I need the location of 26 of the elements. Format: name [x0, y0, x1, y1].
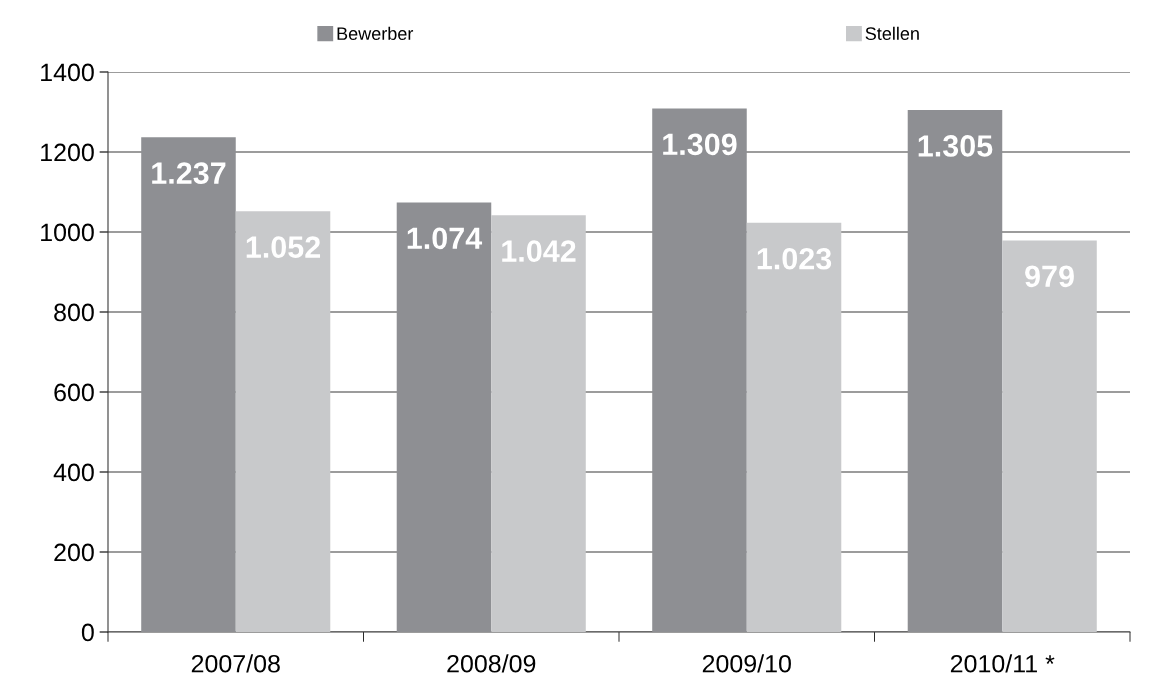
- bar: [396, 202, 492, 632]
- y-tick-label: 0: [81, 623, 94, 642]
- bar: [1002, 240, 1097, 632]
- x-tick-label: 2009/10: [702, 654, 791, 673]
- data-label: 1.074: [407, 227, 483, 250]
- legend-label: Stellen: [865, 26, 919, 41]
- bar: [652, 108, 747, 632]
- y-tick-label: 200: [54, 543, 94, 562]
- y-tick-label: 600: [54, 383, 94, 402]
- data-label: 1.237: [152, 162, 226, 184]
- y-tick-label: 1200: [41, 143, 94, 162]
- bar: [491, 215, 586, 632]
- bar: [907, 110, 1003, 632]
- x-tick-label: 2010/11 *: [950, 654, 1055, 673]
- legend-label: Bewerber: [337, 26, 414, 41]
- data-label: 1.305: [918, 135, 993, 157]
- x-tick-label: 2007/08: [191, 654, 280, 673]
- bar: [141, 137, 236, 632]
- y-tick-label: 400: [53, 463, 94, 482]
- y-tick-label: 800: [54, 303, 94, 322]
- bar: [235, 211, 331, 632]
- y-tick-label: 1400: [41, 63, 94, 82]
- x-tick-label: 2008/09: [447, 654, 536, 673]
- bar: [746, 222, 842, 632]
- y-tick-label: 1000: [41, 223, 94, 242]
- data-label: 1.309: [663, 133, 737, 156]
